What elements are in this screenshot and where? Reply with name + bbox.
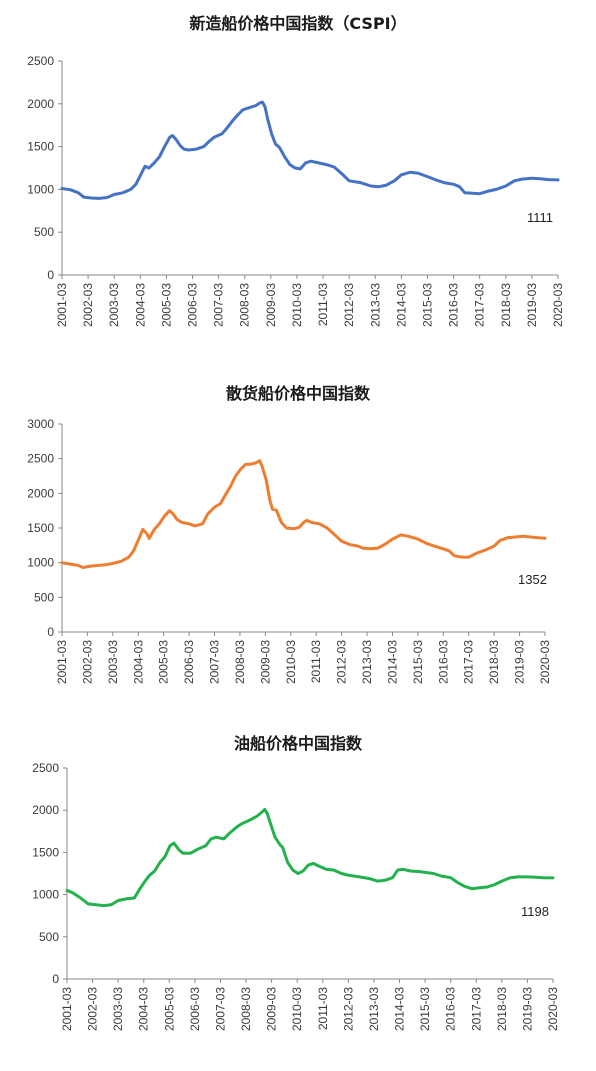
x-tick-label: 2002-03 [81,283,95,327]
x-tick-label: 2017-03 [469,987,483,1031]
x-tick-label: 2012-03 [342,283,356,327]
y-tick-label: 500 [34,590,54,604]
y-tick-label: 1000 [27,182,54,196]
y-tick-label: 0 [52,972,59,986]
x-tick-label: 2009-03 [264,283,278,327]
x-tick-label: 2015-03 [418,987,432,1031]
x-tick-label: 2014-03 [385,640,399,684]
x-tick-label: 2010-03 [290,283,304,327]
x-tick-label: 2020-03 [546,987,560,1031]
x-tick-label: 2014-03 [393,987,407,1031]
x-tick-label: 2018-03 [495,987,509,1031]
x-tick-label: 2003-03 [107,283,121,327]
x-tick-label: 2001-03 [60,987,74,1031]
x-tick-label: 2009-03 [258,640,272,684]
x-tick-label: 2012-03 [335,640,349,684]
y-tick-label: 2000 [27,486,54,500]
tanker-index-line [65,807,555,908]
x-tick-label: 2016-03 [447,283,461,327]
x-tick-label: 2008-03 [233,640,247,684]
bulk-carrier-chart-title: 散货船价格中国指数 [225,384,370,403]
x-tick-label: 2001-03 [55,640,69,684]
x-tick-label: 2020-03 [538,640,552,684]
x-tick-label: 2020-03 [551,283,565,327]
y-tick-label: 500 [39,930,59,944]
x-tick-label: 2003-03 [106,640,120,684]
x-tick-label: 2008-03 [238,283,252,327]
x-tick-label: 2007-03 [208,640,222,684]
tanker-end-value-label: 1198 [521,904,549,919]
bulk-index-line [60,459,547,569]
x-tick-label: 2004-03 [137,987,151,1031]
x-tick-label: 2010-03 [290,987,304,1031]
x-tick-label: 2005-03 [157,640,171,684]
y-tick-label: 1000 [32,888,59,902]
x-tick-label: 2011-03 [316,987,330,1030]
y-tick-label: 2500 [27,452,54,466]
y-tick-label: 2000 [32,803,59,817]
y-tick-label: 0 [47,625,54,639]
x-tick-label: 2011-03 [316,283,330,326]
x-tick-label: 2006-03 [188,987,202,1031]
y-tick-label: 500 [34,225,54,239]
x-tick-label: 2001-03 [55,283,69,327]
y-tick-label: 0 [47,268,54,282]
y-tick-label: 1500 [27,521,54,535]
tanker-chart-title: 油船价格中国指数 [233,734,362,753]
x-tick-label: 2019-03 [525,283,539,327]
y-tick-label: 2500 [27,54,54,68]
x-tick-label: 2004-03 [131,640,145,684]
x-tick-label: 2007-03 [213,987,227,1031]
x-tick-label: 2018-03 [499,283,513,327]
bulk-end-value-label: 1352 [518,572,547,587]
x-tick-label: 2017-03 [473,283,487,327]
x-tick-label: 2016-03 [436,640,450,684]
x-tick-label: 2005-03 [159,283,173,327]
x-tick-label: 2010-03 [284,640,298,684]
x-tick-label: 2002-03 [80,640,94,684]
x-tick-label: 2015-03 [411,640,425,684]
x-tick-label: 2008-03 [239,987,253,1031]
x-tick-label: 2004-03 [133,283,147,327]
cspi-end-value-label: 1111 [527,210,553,225]
x-tick-label: 2005-03 [162,987,176,1031]
x-tick-label: 2006-03 [182,640,196,684]
cspi-index-line [60,100,560,200]
x-tick-label: 2015-03 [420,283,434,327]
x-tick-label: 2014-03 [394,283,408,327]
y-tick-label: 2000 [27,97,54,111]
x-tick-label: 2011-03 [309,640,323,683]
x-tick-label: 2018-03 [487,640,501,684]
x-tick-label: 2019-03 [513,640,527,684]
y-tick-label: 1500 [32,845,59,859]
x-tick-label: 2016-03 [444,987,458,1031]
cspi-chart-title: 新造船价格中国指数（CSPI） [189,14,407,33]
x-tick-label: 2017-03 [462,640,476,684]
y-tick-label: 3000 [27,417,54,431]
x-tick-label: 2012-03 [341,987,355,1031]
x-tick-label: 2019-03 [520,987,534,1031]
x-tick-label: 2003-03 [111,987,125,1031]
y-tick-label: 1000 [27,556,54,570]
x-tick-label: 2002-03 [86,987,100,1031]
x-tick-label: 2013-03 [367,987,381,1031]
x-tick-label: 2009-03 [265,987,279,1031]
x-tick-label: 2006-03 [186,283,200,327]
x-tick-label: 2013-03 [368,283,382,327]
y-tick-label: 1500 [27,140,54,154]
x-tick-label: 2007-03 [212,283,226,327]
x-tick-label: 2013-03 [360,640,374,684]
y-tick-label: 2500 [32,761,59,775]
